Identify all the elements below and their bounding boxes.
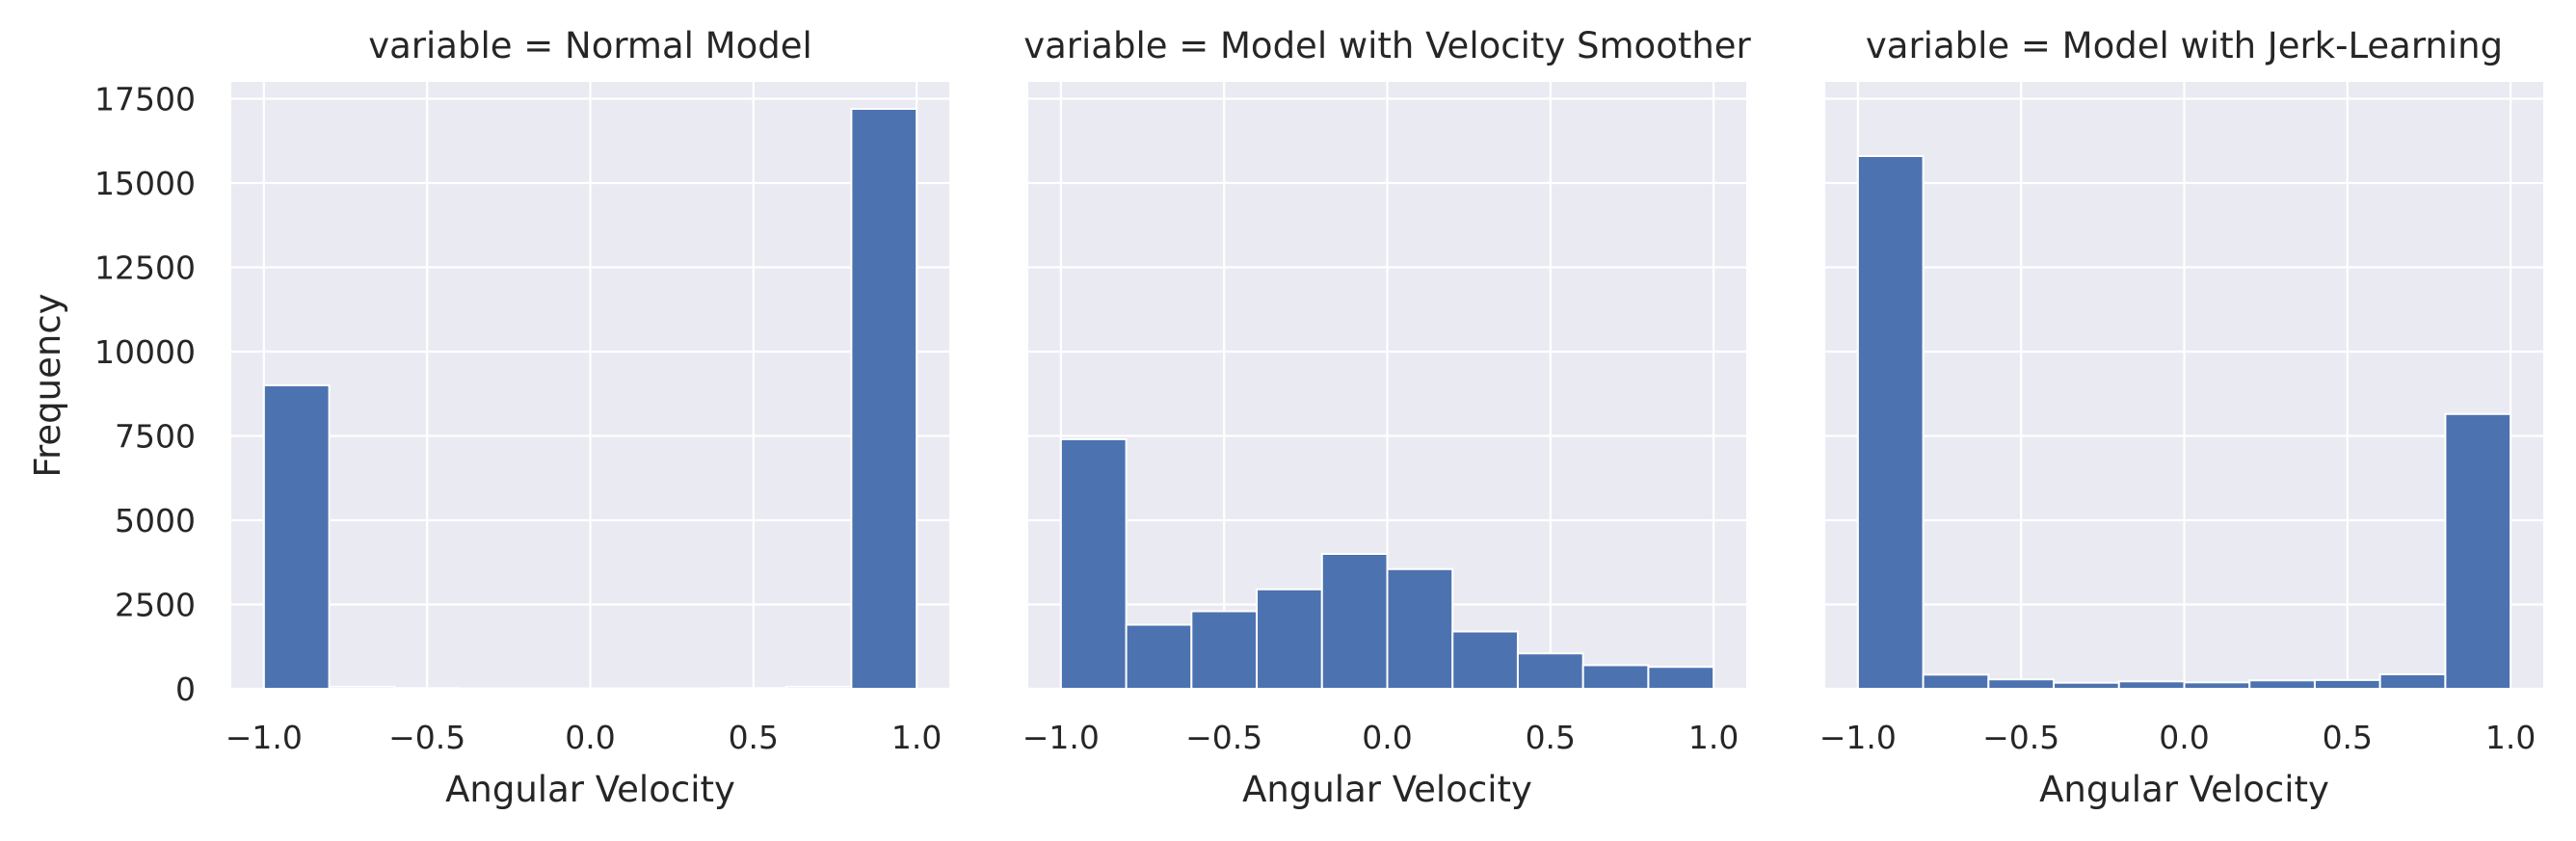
histogram-bar xyxy=(850,108,918,690)
histogram-bar xyxy=(393,687,462,690)
y-tick-label: 17500 xyxy=(94,81,196,118)
x-tick-label: 0.0 xyxy=(1362,719,1412,756)
x-tick-label: 1.0 xyxy=(2485,719,2536,756)
x-tick-label: 1.0 xyxy=(1688,719,1739,756)
panel-title: variable = Model with Velocity Smoother xyxy=(1023,25,1751,66)
x-axis-label: Angular Velocity xyxy=(1242,769,1532,810)
y-tick-label: 10000 xyxy=(94,333,196,371)
x-tick-label: 0.5 xyxy=(2323,719,2373,756)
histogram-bar xyxy=(2313,678,2381,691)
x-tick-label: 0.0 xyxy=(565,719,615,756)
histogram-bar xyxy=(1256,588,1323,690)
histogram-bar xyxy=(1987,678,2056,691)
histogram-bar xyxy=(1647,666,1715,690)
histogram-panel-2: variable = Model with Velocity Smoother −… xyxy=(1022,25,1752,810)
histogram-bar xyxy=(1320,553,1389,690)
histogram-bar xyxy=(1581,664,1650,690)
histogram-bar xyxy=(1922,673,1990,690)
histogram-bar xyxy=(2053,681,2120,691)
histogram-bar xyxy=(328,685,396,691)
x-tick-label: 0.5 xyxy=(1526,719,1576,756)
y-tick-label: 15000 xyxy=(94,165,196,202)
x-tick-label: 0.5 xyxy=(729,719,779,756)
x-tick-label: 0.0 xyxy=(2159,719,2209,756)
histogram-panel-3: variable = Model with Jerk-Learning −1.0 −… xyxy=(1819,25,2543,810)
histogram-bar xyxy=(2378,672,2447,691)
y-tick-label: 5000 xyxy=(115,502,196,539)
x-tick-label: −0.5 xyxy=(388,719,465,756)
panel-title: variable = Normal Model xyxy=(368,25,812,66)
x-axis-label: Angular Velocity xyxy=(445,769,735,810)
histogram-bar xyxy=(2444,412,2512,690)
x-tick-label: −1.0 xyxy=(1022,719,1100,756)
histogram-bar xyxy=(1059,438,1128,690)
histogram-bar xyxy=(719,687,787,690)
histogram-bar xyxy=(2248,679,2316,690)
x-tick-label: −1.0 xyxy=(226,719,303,756)
histogram-bar xyxy=(262,384,331,690)
x-tick-label: 1.0 xyxy=(891,719,942,756)
x-tick-label: −1.0 xyxy=(1819,719,1897,756)
y-tick-label: 12500 xyxy=(94,250,196,287)
histogram-panel-1: variable = Normal Model −1.0 −0.5 0.0 0.5 1.0… xyxy=(27,25,949,810)
histogram-bar xyxy=(1190,610,1259,690)
histogram-bar xyxy=(1856,155,1925,690)
histogram-bar xyxy=(1451,630,1519,690)
histogram-bar xyxy=(1386,567,1454,690)
histogram-bar xyxy=(2183,681,2251,690)
histogram-bar xyxy=(1125,623,1193,690)
histogram-bar xyxy=(1516,652,1584,690)
y-tick-label: 2500 xyxy=(115,587,196,624)
histogram-bar xyxy=(2117,680,2186,690)
x-axis-label: Angular Velocity xyxy=(2039,769,2329,810)
x-tick-label: −0.5 xyxy=(1185,719,1262,756)
y-tick-label: 7500 xyxy=(115,418,196,456)
x-tick-label: −0.5 xyxy=(1982,719,2059,756)
panel-title: variable = Model with Jerk-Learning xyxy=(1866,25,2503,66)
y-axis-label: Frequency xyxy=(27,293,68,477)
y-tick-label: 0 xyxy=(175,670,196,708)
histogram-bar xyxy=(784,685,853,691)
